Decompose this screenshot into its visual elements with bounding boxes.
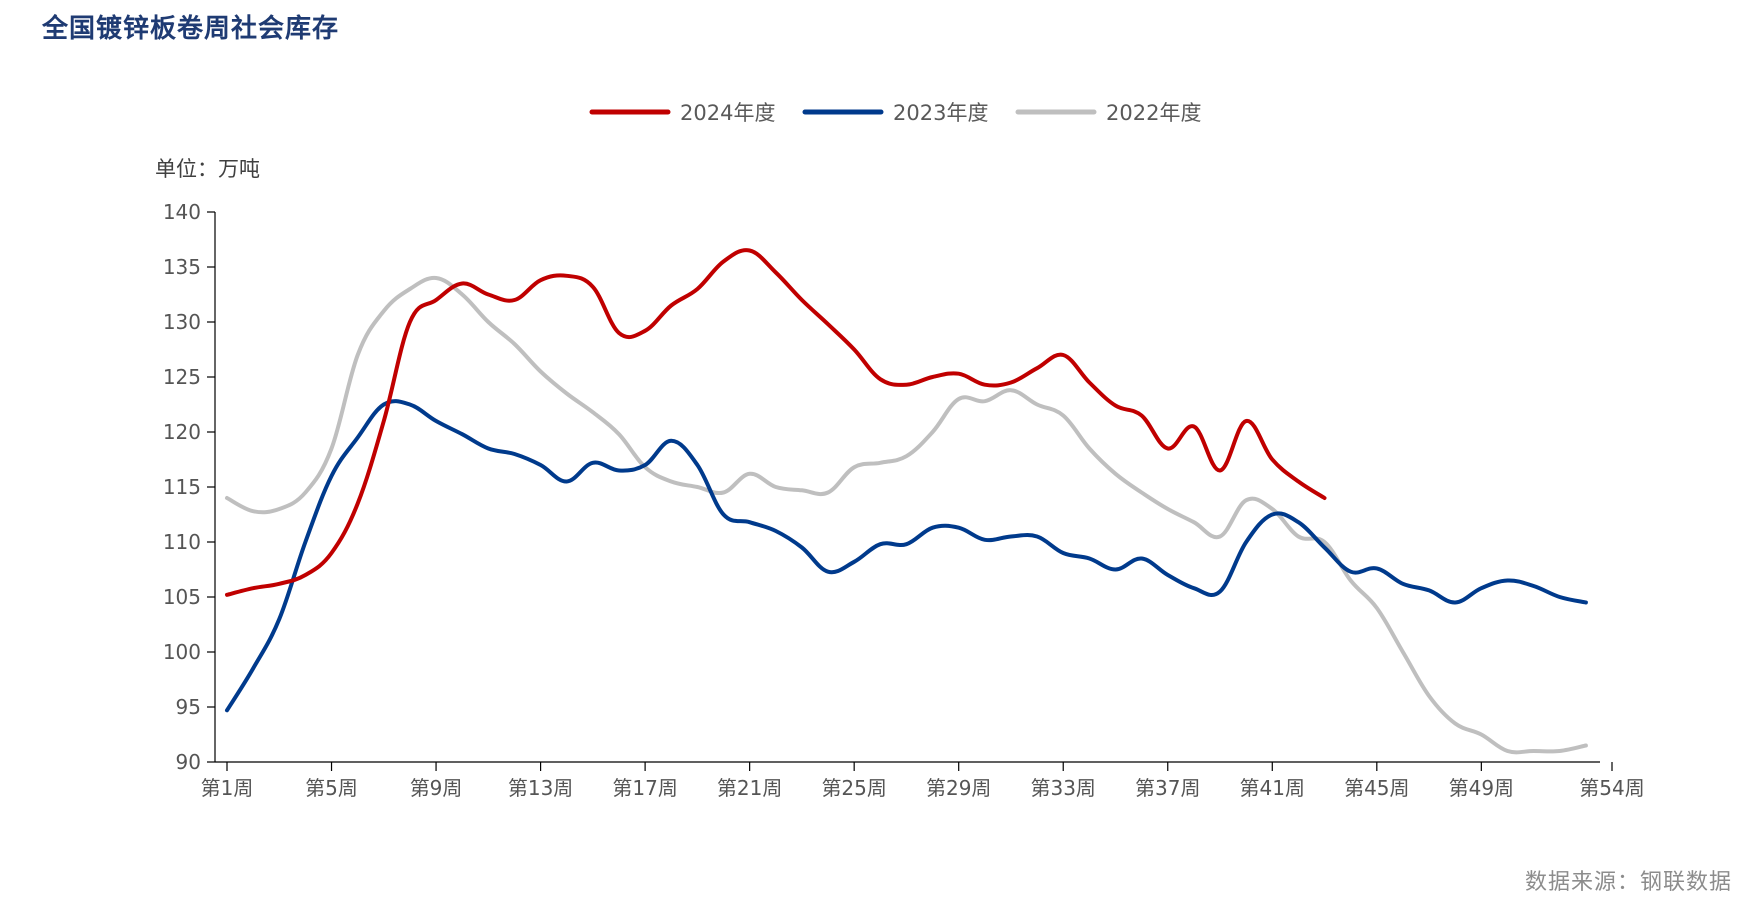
x-tick-label: 第13周 [508, 776, 573, 800]
y-tick-label: 130 [163, 310, 201, 334]
x-tick-label: 第37周 [1135, 776, 1200, 800]
y-tick-label: 105 [163, 585, 201, 609]
y-axis-unit-label: 单位：万吨 [155, 157, 260, 181]
axes: 90 95 100 105 110 115 120 125 130 135 140 第1周 第5周 第9周… [163, 200, 1645, 800]
y-tick-label: 115 [163, 475, 201, 499]
series-line-2023年度 [225, 399, 1588, 713]
legend-label: 2024年度 [680, 101, 775, 125]
series-line-2024年度 [225, 248, 1327, 597]
legend-label: 2022年度 [1106, 101, 1201, 125]
x-tick-label: 第41周 [1240, 776, 1305, 800]
legend-label: 2023年度 [893, 101, 988, 125]
legend: 2024年度 2023年度 2022年度 [589, 101, 1201, 125]
chart-title: 全国镀锌板卷周社会库存 [42, 14, 340, 44]
x-tick-label: 第33周 [1030, 776, 1095, 800]
y-tick-label: 95 [176, 695, 201, 719]
y-tick-label: 110 [163, 530, 201, 554]
series-line-2022年度 [225, 275, 1588, 755]
y-tick-label: 100 [163, 640, 201, 664]
x-tick-label: 第29周 [926, 776, 991, 800]
y-tick-label: 135 [163, 255, 201, 279]
x-tick-label: 第21周 [717, 776, 782, 800]
y-tick-label: 140 [163, 200, 201, 224]
data-source: 数据来源：钢联数据 [1524, 870, 1732, 895]
x-tick-label: 第9周 [410, 776, 463, 800]
series-group [225, 248, 1588, 755]
x-tick-label: 第5周 [305, 776, 358, 800]
x-tick-label: 第17周 [612, 776, 677, 800]
x-tick-label: 第1周 [201, 776, 254, 800]
x-tick-label: 第25周 [821, 776, 886, 800]
x-tick-label: 第45周 [1344, 776, 1409, 800]
y-tick-label: 120 [163, 420, 201, 444]
y-tick-label: 125 [163, 365, 201, 389]
x-tick-label: 第49周 [1449, 776, 1514, 800]
y-tick-label: 90 [176, 750, 201, 774]
x-tick-label: 第54周 [1579, 776, 1644, 800]
